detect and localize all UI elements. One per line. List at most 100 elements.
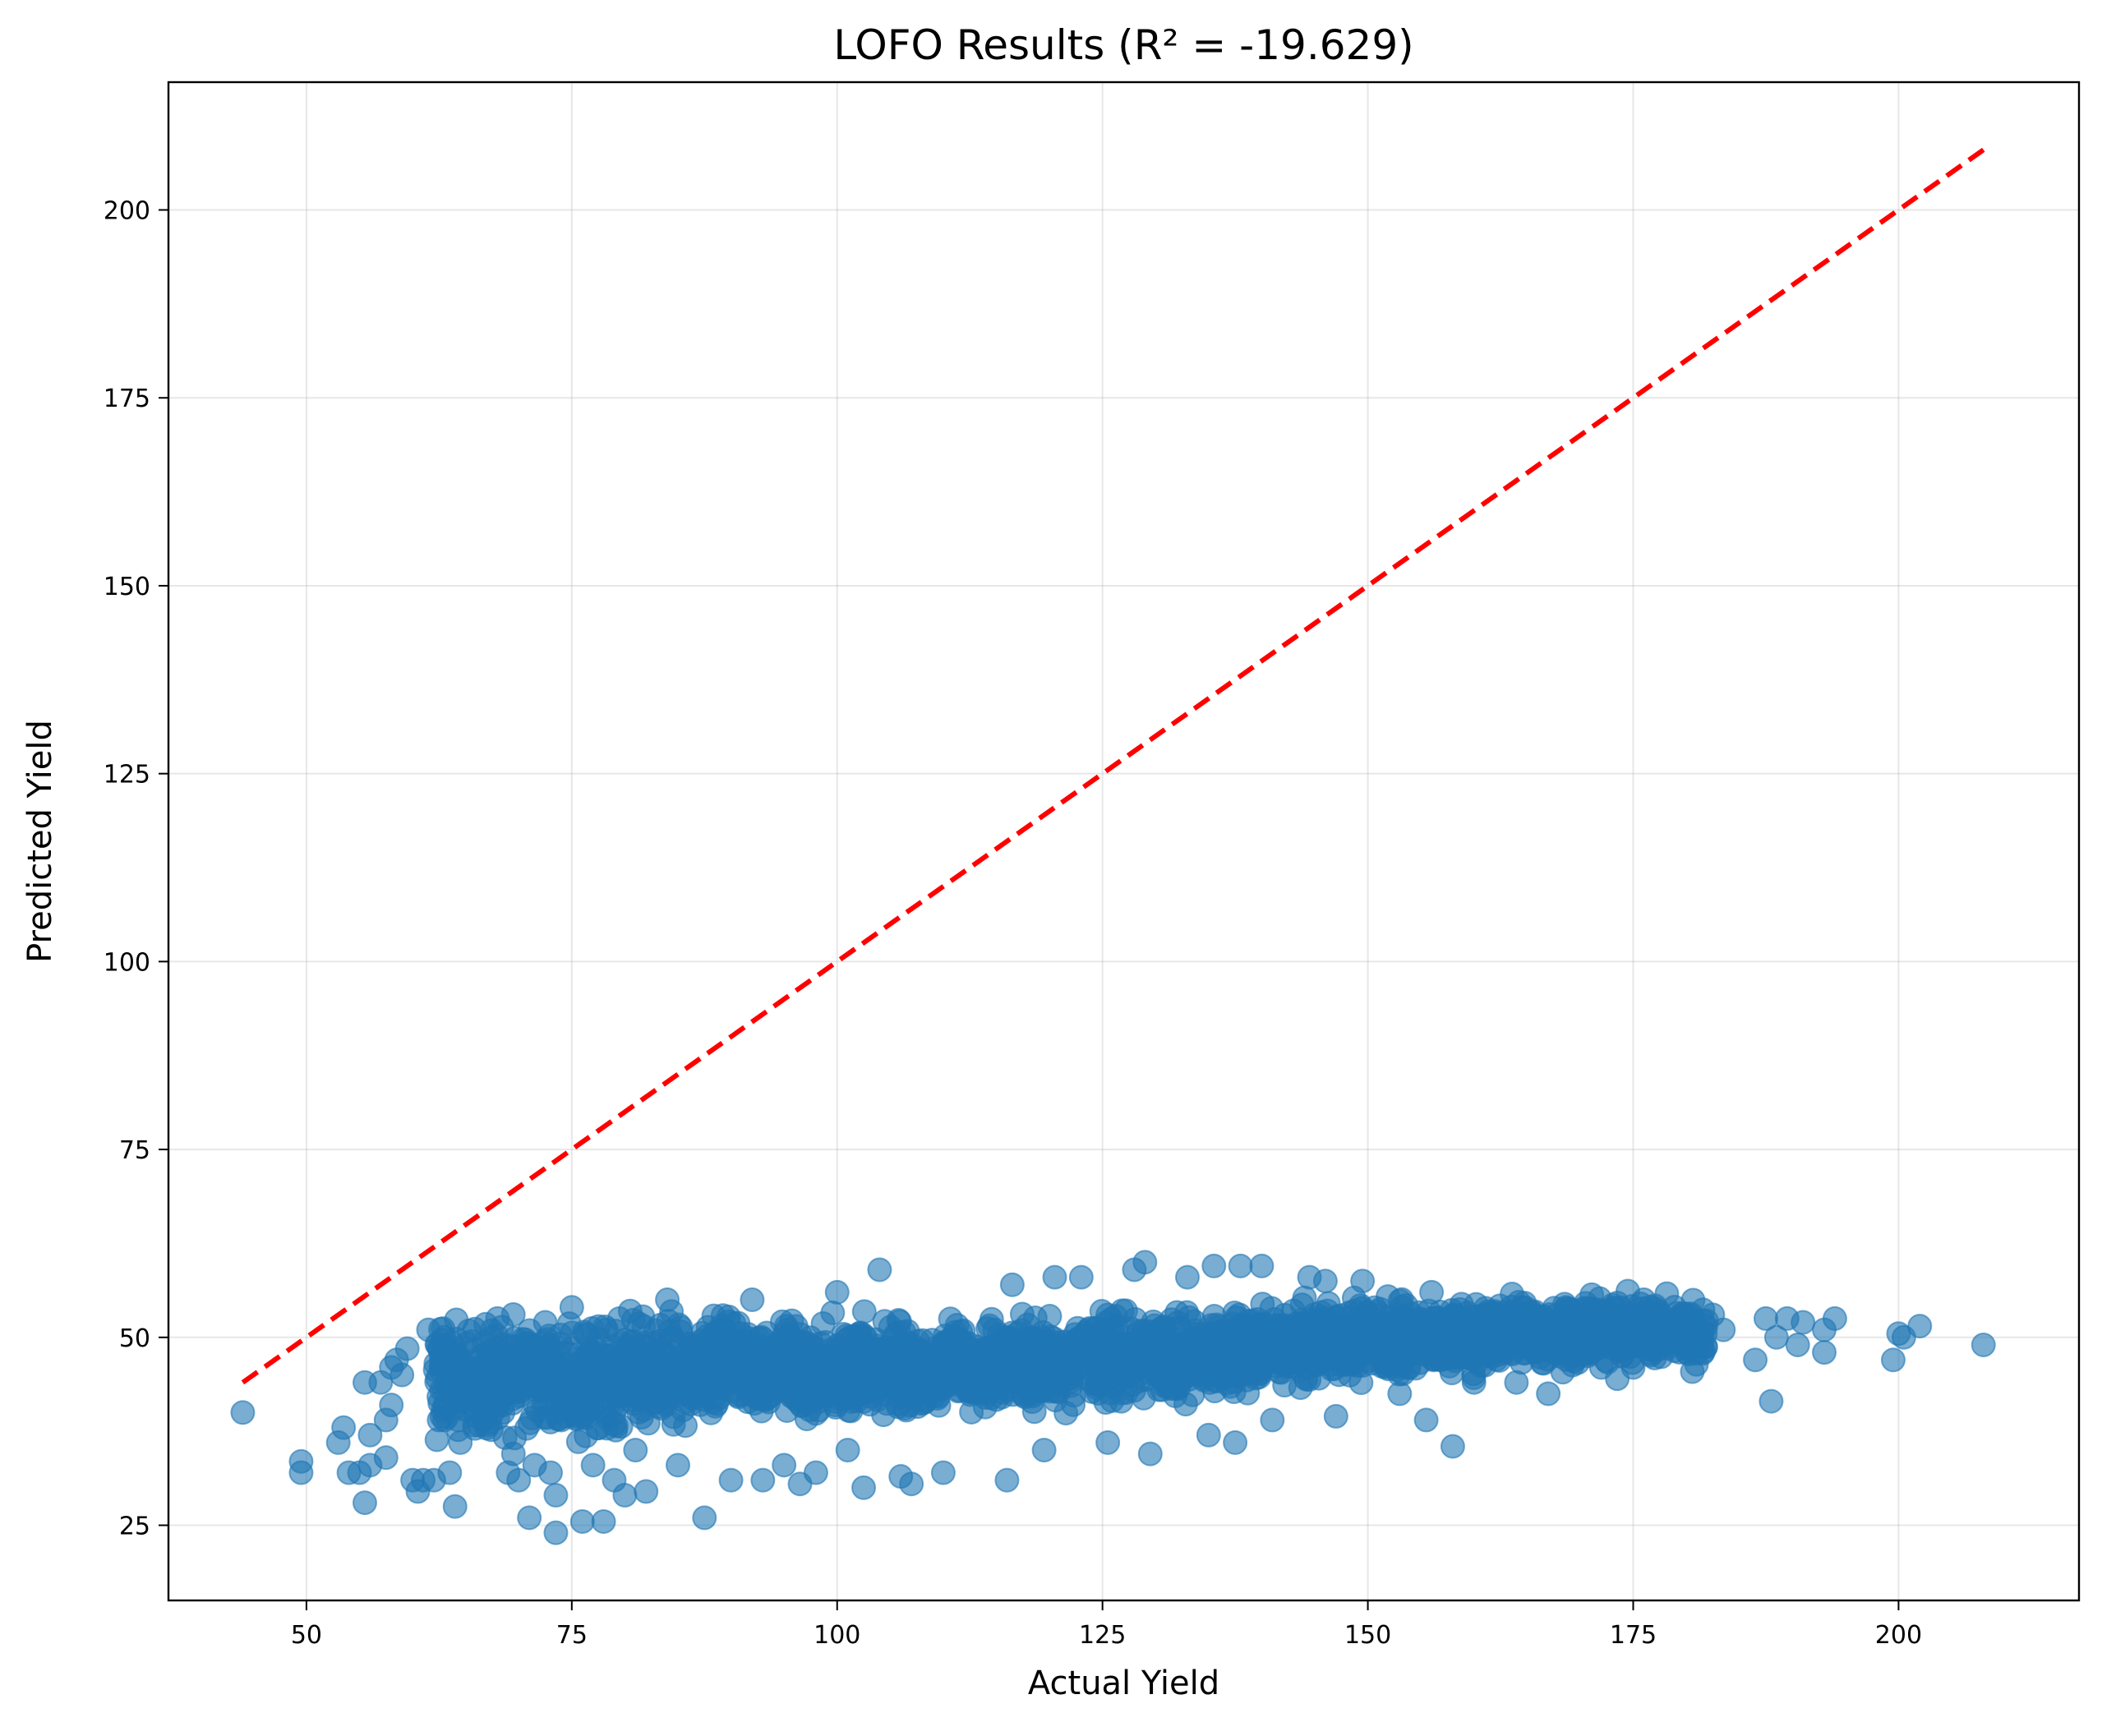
data-point: [543, 1482, 569, 1508]
data-point: [448, 1430, 473, 1455]
data-point: [634, 1479, 659, 1504]
x-tick-label: 125: [1079, 1621, 1126, 1650]
data-point: [666, 1453, 690, 1478]
data-point: [1482, 1302, 1508, 1328]
data-point: [824, 1279, 850, 1305]
data-point: [543, 1520, 569, 1545]
data-point: [560, 1320, 585, 1346]
data-point: [603, 1413, 629, 1439]
data-point: [1137, 1441, 1163, 1467]
data-point: [836, 1398, 861, 1423]
data-point: [352, 1490, 377, 1516]
data-point: [835, 1438, 860, 1463]
y-axis-label: Predicted Yield: [21, 720, 59, 963]
data-point: [1068, 1264, 1094, 1290]
data-point: [1785, 1332, 1810, 1357]
data-point: [867, 1370, 892, 1395]
data-point: [718, 1467, 744, 1493]
data-point: [867, 1344, 892, 1370]
data-point: [548, 1407, 574, 1433]
data-point: [964, 1338, 989, 1363]
data-point: [1312, 1269, 1338, 1294]
x-tick-label: 150: [1344, 1621, 1391, 1650]
data-point: [1680, 1359, 1705, 1384]
data-point: [1743, 1347, 1768, 1373]
dense-point-band: [422, 1278, 1719, 1454]
data-point: [591, 1508, 616, 1534]
data-point: [1812, 1340, 1837, 1365]
data-point: [1578, 1305, 1603, 1330]
data-point: [1657, 1321, 1683, 1347]
y-tick-label: 75: [119, 1136, 150, 1165]
data-point: [1201, 1253, 1227, 1278]
data-point: [431, 1407, 457, 1433]
y-tick-label: 25: [119, 1513, 150, 1541]
x-tick-label: 100: [814, 1621, 860, 1650]
data-point: [331, 1415, 357, 1440]
y-tick-label: 175: [104, 384, 150, 413]
data-point: [1260, 1407, 1285, 1433]
data-point: [437, 1460, 463, 1485]
data-point: [581, 1374, 606, 1399]
data-point: [772, 1453, 797, 1478]
data-point: [1350, 1269, 1376, 1294]
data-point: [1536, 1381, 1561, 1407]
grid-lines: [168, 82, 2079, 1600]
data-point: [538, 1460, 563, 1485]
data-point: [810, 1310, 836, 1336]
data-point: [930, 1460, 956, 1485]
data-point: [1250, 1292, 1275, 1317]
data-point: [485, 1305, 510, 1331]
x-axis-label: Actual Yield: [1028, 1665, 1219, 1702]
data-point: [623, 1438, 648, 1463]
data-point: [442, 1494, 468, 1519]
data-point: [586, 1314, 611, 1339]
data-point: [851, 1299, 877, 1324]
data-point: [1095, 1430, 1121, 1455]
data-point: [1004, 1338, 1030, 1363]
data-point: [585, 1340, 611, 1365]
y-tick-label: 50: [119, 1324, 150, 1353]
data-point: [617, 1298, 643, 1324]
data-point: [1504, 1370, 1529, 1395]
data-point: [1387, 1381, 1413, 1407]
data-point: [379, 1393, 404, 1418]
data-point: [1132, 1250, 1158, 1275]
data-point: [1289, 1292, 1315, 1318]
x-tick-label: 75: [556, 1621, 588, 1650]
data-point: [1440, 1434, 1465, 1459]
data-point: [1822, 1305, 1847, 1331]
data-point: [1041, 1326, 1067, 1352]
data-point: [1249, 1253, 1275, 1278]
data-point: [532, 1310, 558, 1335]
data-point: [230, 1400, 256, 1425]
data-point: [1348, 1338, 1374, 1364]
data-point: [288, 1448, 314, 1474]
y-tick-label: 150: [104, 573, 150, 601]
data-point: [804, 1369, 829, 1394]
data-point: [1042, 1264, 1067, 1290]
y-tick-label: 100: [104, 948, 150, 977]
data-point: [746, 1370, 772, 1395]
data-point: [906, 1368, 931, 1393]
data-point: [491, 1353, 516, 1379]
data-point: [1221, 1379, 1247, 1404]
data-point: [970, 1378, 995, 1403]
data-point: [867, 1257, 892, 1282]
data-point: [1510, 1307, 1535, 1333]
data-point: [1175, 1264, 1200, 1290]
data-point: [994, 1467, 1020, 1493]
data-point: [517, 1505, 542, 1531]
data-point: [1228, 1253, 1253, 1278]
data-point: [1711, 1317, 1736, 1342]
data-point: [394, 1336, 420, 1361]
data-point: [618, 1388, 643, 1413]
data-point: [899, 1471, 924, 1497]
data-point: [780, 1376, 805, 1402]
data-point: [655, 1287, 680, 1313]
data-point: [1196, 1422, 1221, 1448]
data-point: [999, 1272, 1025, 1297]
data-point: [500, 1441, 526, 1467]
